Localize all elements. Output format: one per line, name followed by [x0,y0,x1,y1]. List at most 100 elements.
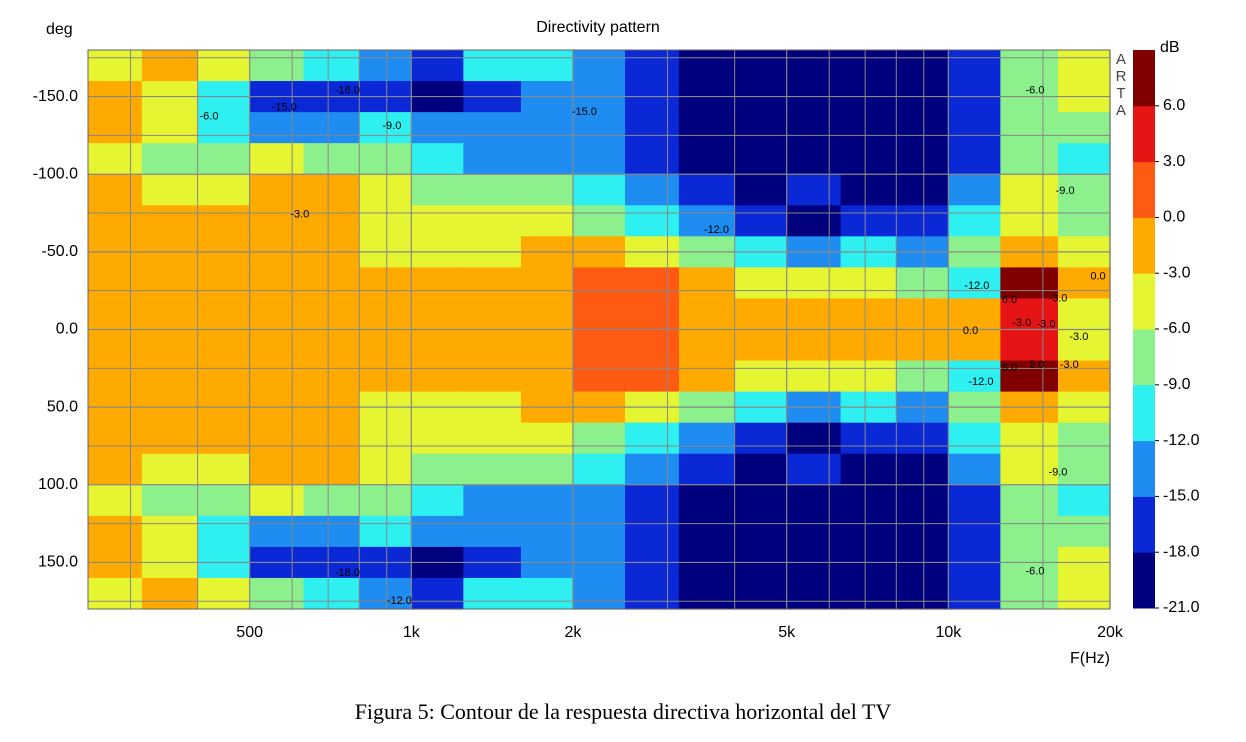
x-axis-label: F(Hz) [1070,650,1110,667]
heat-cell [572,143,626,175]
watermark-letter: A [1116,51,1126,68]
heat-cell [896,360,949,393]
x-tick-label: 1k [403,624,421,641]
heat-cell [948,577,1001,610]
heat-cell [88,174,143,206]
heat-cell [786,205,842,237]
colorbar-segment [1133,440,1155,497]
colorbar-tick-label: -3.0 [1163,264,1191,281]
heat-cell [303,515,360,548]
heat-cell [572,422,626,455]
heat-cell [678,329,736,362]
heat-cell [197,360,251,393]
contour-label: -12.0 [964,280,989,292]
heat-cell [411,329,464,362]
heat-cell [197,515,251,548]
heat-cell [520,298,574,331]
heat-cell [88,329,143,362]
heat-cell [411,453,464,486]
heat-cell [463,298,522,331]
contour-label: -12.0 [968,376,993,388]
heat-cell [303,174,360,206]
heat-cell [141,205,199,237]
heat-cell [197,143,251,175]
contour-label: -6.0 [200,111,219,123]
x-tick-label: 10k [935,624,962,641]
heat-cell [197,174,251,206]
heat-cell [411,267,464,300]
heat-cell [359,329,412,362]
plot-frame [87,49,1111,610]
heat-cell [840,484,897,517]
heat-cell [786,50,842,82]
heat-cell [1057,174,1111,206]
heat-cell [359,360,412,393]
heat-cell [625,143,680,175]
heat-cell [625,360,680,393]
heat-cell [896,112,949,144]
heat-cell [896,50,949,82]
heat-cell [359,484,412,517]
heat-cell [141,515,199,548]
contour-label: -15.0 [272,101,297,113]
heat-cell [88,112,143,144]
heat-cell [197,453,251,486]
heat-cell [840,515,897,548]
heat-cell [141,50,199,82]
heat-cell [411,484,464,517]
heat-cell [734,143,788,175]
heat-cell [411,422,464,455]
colorbar-segment [1133,552,1155,609]
heat-cell [625,453,680,486]
heat-cell [572,112,626,144]
heat-cell [840,174,897,206]
colorbar-segment [1133,273,1155,330]
heat-cell [141,298,199,331]
heat-cell [1000,112,1059,144]
heat-cell [463,112,522,144]
heat-cell [572,205,626,237]
heat-cell [1057,50,1111,82]
heat-cell [948,329,1001,362]
colorbar-tick-label: -15.0 [1163,488,1200,505]
heat-cell [141,112,199,144]
heat-cell [1057,577,1111,610]
heat-cell [1057,360,1111,393]
heat-cell [625,484,680,517]
heat-cell [948,422,1001,455]
contour-label: -12.0 [704,224,729,236]
heat-cell [1057,205,1111,237]
colorbar-label: dB [1160,39,1180,56]
heat-cell [948,205,1001,237]
y-tick-label: 0.0 [56,321,78,338]
heat-cell [896,453,949,486]
heat-cell [734,298,788,331]
heat-cell [411,112,464,144]
heat-cell [734,515,788,548]
heat-cell [948,50,1001,82]
heat-cell [359,267,412,300]
heat-cell [786,360,842,393]
heat-cell [359,515,412,548]
heat-cell [1000,453,1059,486]
heat-cell [249,267,305,300]
heat-cell [1057,515,1111,548]
heat-cell [141,267,199,300]
heat-cell [197,50,251,82]
heat-cell [463,577,522,610]
heat-cell [141,577,199,610]
heat-cell [249,484,305,517]
heat-cell [463,515,522,548]
colorbar-tick-label: 6.0 [1163,97,1185,114]
heat-cell [625,298,680,331]
heat-cell [141,174,199,206]
heat-cell [948,267,1001,300]
heat-cell [734,329,788,362]
contour-label: -18.0 [335,567,360,579]
heat-cell [88,484,143,517]
x-tick-label: 5k [778,624,796,641]
heat-cell [197,577,251,610]
heat-cell [625,112,680,144]
contour-label: -3.0 [1037,319,1056,331]
